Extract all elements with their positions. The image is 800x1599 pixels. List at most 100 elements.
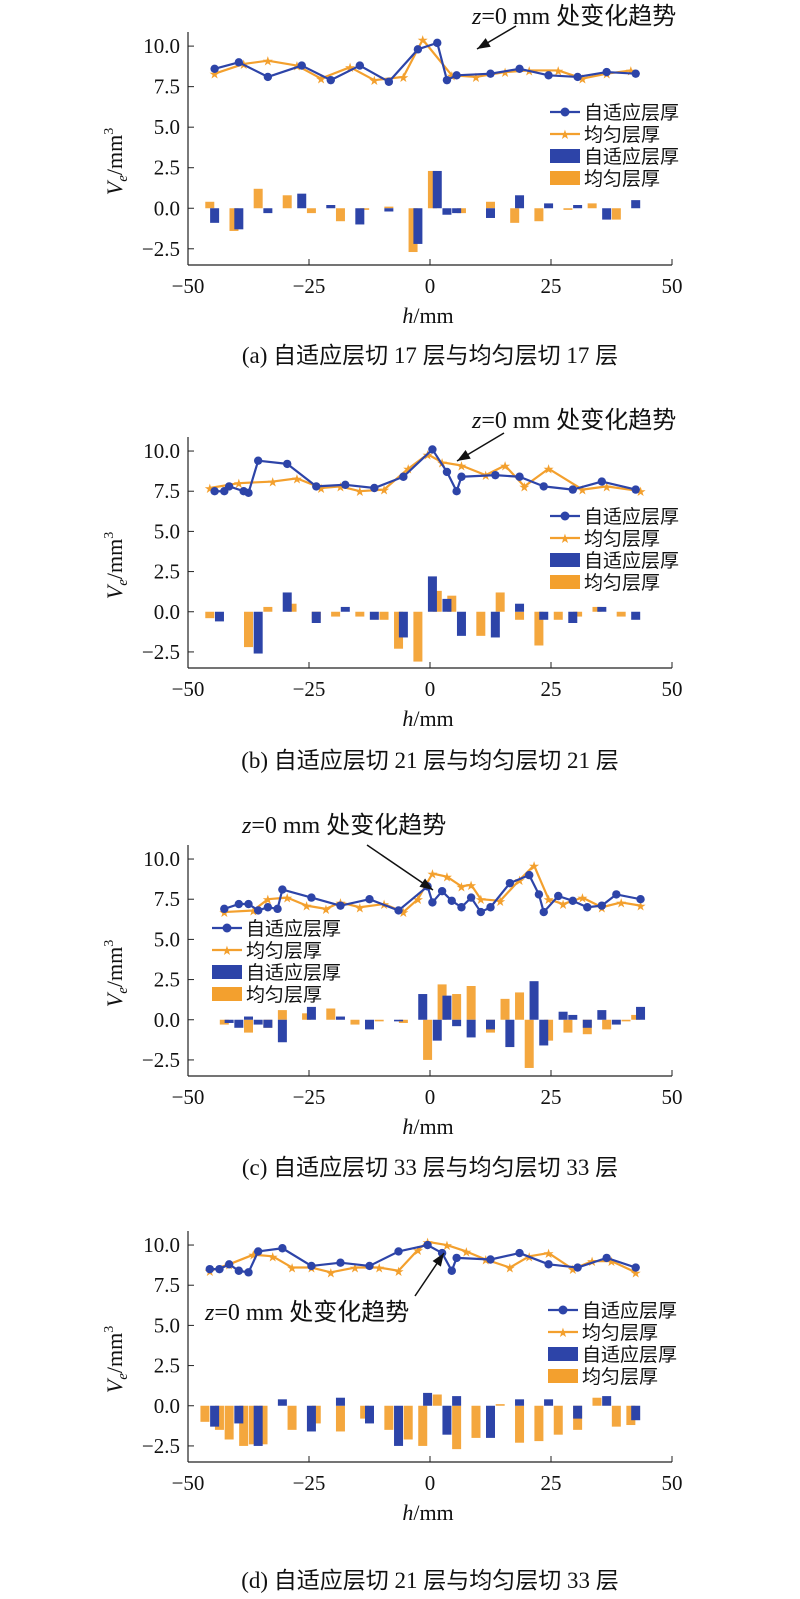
line-point <box>442 467 452 477</box>
line-point <box>568 485 577 494</box>
x-tick-label: −50 <box>172 274 205 298</box>
x-tick-label: 25 <box>541 677 562 701</box>
bar <box>631 611 641 620</box>
x-axis-label: h/mm <box>402 1500 453 1525</box>
line-point: ★ <box>504 1261 516 1276</box>
bar <box>384 208 394 212</box>
line-point: ★ <box>325 1265 337 1280</box>
line-point <box>597 901 607 910</box>
line-point <box>253 906 263 915</box>
bar <box>394 611 404 649</box>
bar <box>432 1394 442 1406</box>
line-point <box>215 1264 224 1274</box>
y-tick-label: 5.0 <box>154 519 180 543</box>
line-point: ★ <box>475 892 487 907</box>
bar <box>568 611 578 623</box>
bar <box>311 611 321 623</box>
bar <box>214 611 224 622</box>
bar <box>360 208 370 210</box>
bar <box>277 1399 287 1406</box>
bar <box>553 1405 563 1435</box>
bar <box>224 1019 234 1023</box>
x-tick-label: −50 <box>172 1085 205 1109</box>
line-point: ★ <box>625 63 637 78</box>
bar <box>234 1405 244 1424</box>
bar <box>423 1019 433 1060</box>
legend-marker <box>222 923 232 933</box>
line-point: ★ <box>315 481 327 496</box>
bar <box>539 1019 549 1046</box>
caption-d: (d) 自适应层切 21 层与均匀层切 33 层 <box>241 1568 619 1593</box>
bar <box>214 1405 224 1430</box>
line-point <box>544 1260 553 1269</box>
line-point: ★ <box>402 462 414 477</box>
bar <box>534 208 544 222</box>
y-tick-label: 10.0 <box>143 847 180 871</box>
line-point: ★ <box>267 1249 279 1264</box>
annotation-arrowhead <box>432 1253 444 1267</box>
line-point <box>447 1266 456 1275</box>
line-point <box>273 904 282 914</box>
line-point <box>336 1258 345 1267</box>
bar <box>302 1013 312 1020</box>
legend-label: 均匀层厚 <box>246 984 322 1006</box>
line-point: ★ <box>456 459 468 474</box>
bar <box>631 1014 641 1020</box>
line-point <box>515 472 524 481</box>
y-axis-label: Ve/mm3 <box>102 940 131 1007</box>
line-point <box>505 878 515 888</box>
bar <box>452 1396 462 1406</box>
line-point <box>447 896 456 906</box>
bar <box>335 208 345 222</box>
bar <box>369 611 379 620</box>
line-point: ★ <box>635 484 647 499</box>
bar <box>331 611 341 617</box>
line-point: ★ <box>470 70 482 85</box>
bar <box>534 1405 544 1442</box>
line-point <box>253 1247 263 1256</box>
bar <box>311 1405 321 1424</box>
line-point <box>244 488 253 498</box>
line-point: ★ <box>635 899 647 914</box>
legend-label: 均匀层厚 <box>584 124 660 146</box>
line-point <box>631 69 640 78</box>
line-point: ★ <box>456 879 468 894</box>
bar <box>544 1399 554 1406</box>
line-point <box>631 485 640 494</box>
line-point: ★ <box>369 73 381 88</box>
line-point <box>602 1253 611 1263</box>
y-tick-label: 5.0 <box>154 115 180 139</box>
line-point: ★ <box>378 483 390 498</box>
bar <box>306 208 316 214</box>
bar <box>573 611 583 617</box>
annotation-text: z=0 mm 处变化趋势 <box>471 407 676 434</box>
line-point: ★ <box>427 867 439 882</box>
x-tick-label: 25 <box>541 1085 562 1109</box>
legend-marker: ★ <box>559 531 571 546</box>
bar <box>326 1008 336 1020</box>
line-point <box>486 903 495 912</box>
x-tick-label: 50 <box>662 1471 683 1495</box>
line-point: ★ <box>577 72 589 87</box>
line-point <box>573 72 582 82</box>
bar <box>456 208 466 214</box>
line-point <box>539 482 548 491</box>
bar <box>205 201 215 209</box>
bar <box>602 208 612 220</box>
line-point: ★ <box>615 895 627 910</box>
y-tick-label: 0.0 <box>154 600 180 624</box>
y-tick-label: 10.0 <box>143 439 180 463</box>
legend-label: 自适应层厚 <box>582 1344 677 1366</box>
bar <box>244 1016 253 1020</box>
x-tick-label: 0 <box>425 274 436 298</box>
y-tick-label: 2.5 <box>154 560 180 584</box>
bar <box>365 1019 374 1030</box>
legend-label: 自适应层厚 <box>246 962 341 984</box>
bar <box>471 1405 481 1438</box>
legend-swatch-bar <box>548 1347 578 1361</box>
legend-swatch-bar <box>548 1369 578 1383</box>
line-point <box>466 893 476 902</box>
line-point <box>399 472 408 481</box>
y-tick-label: 7.5 <box>154 1273 180 1297</box>
